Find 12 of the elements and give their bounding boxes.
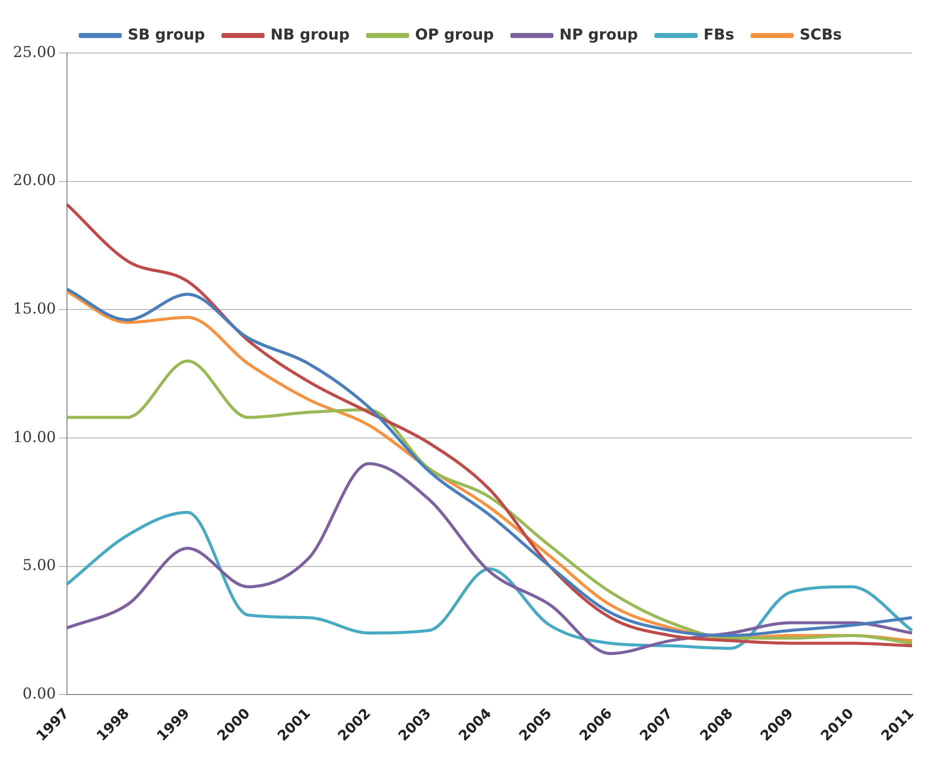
y-tick-label: 0.00 [22,684,56,702]
legend-label: NB group [270,25,350,44]
y-tick-label: 10.00 [12,428,56,446]
y-tick-label: 20.00 [12,171,56,190]
y-tick-label: 5.00 [22,556,56,574]
legend-label: SCBs [800,25,842,44]
y-tick-label: 25.00 [12,42,56,61]
y-tick-label: 15.00 [12,300,56,318]
legend-label: FBs [704,25,734,44]
legend-label: SB group [128,25,206,44]
legend-label: NP group [559,25,638,44]
legend-label: OP group [415,25,494,44]
